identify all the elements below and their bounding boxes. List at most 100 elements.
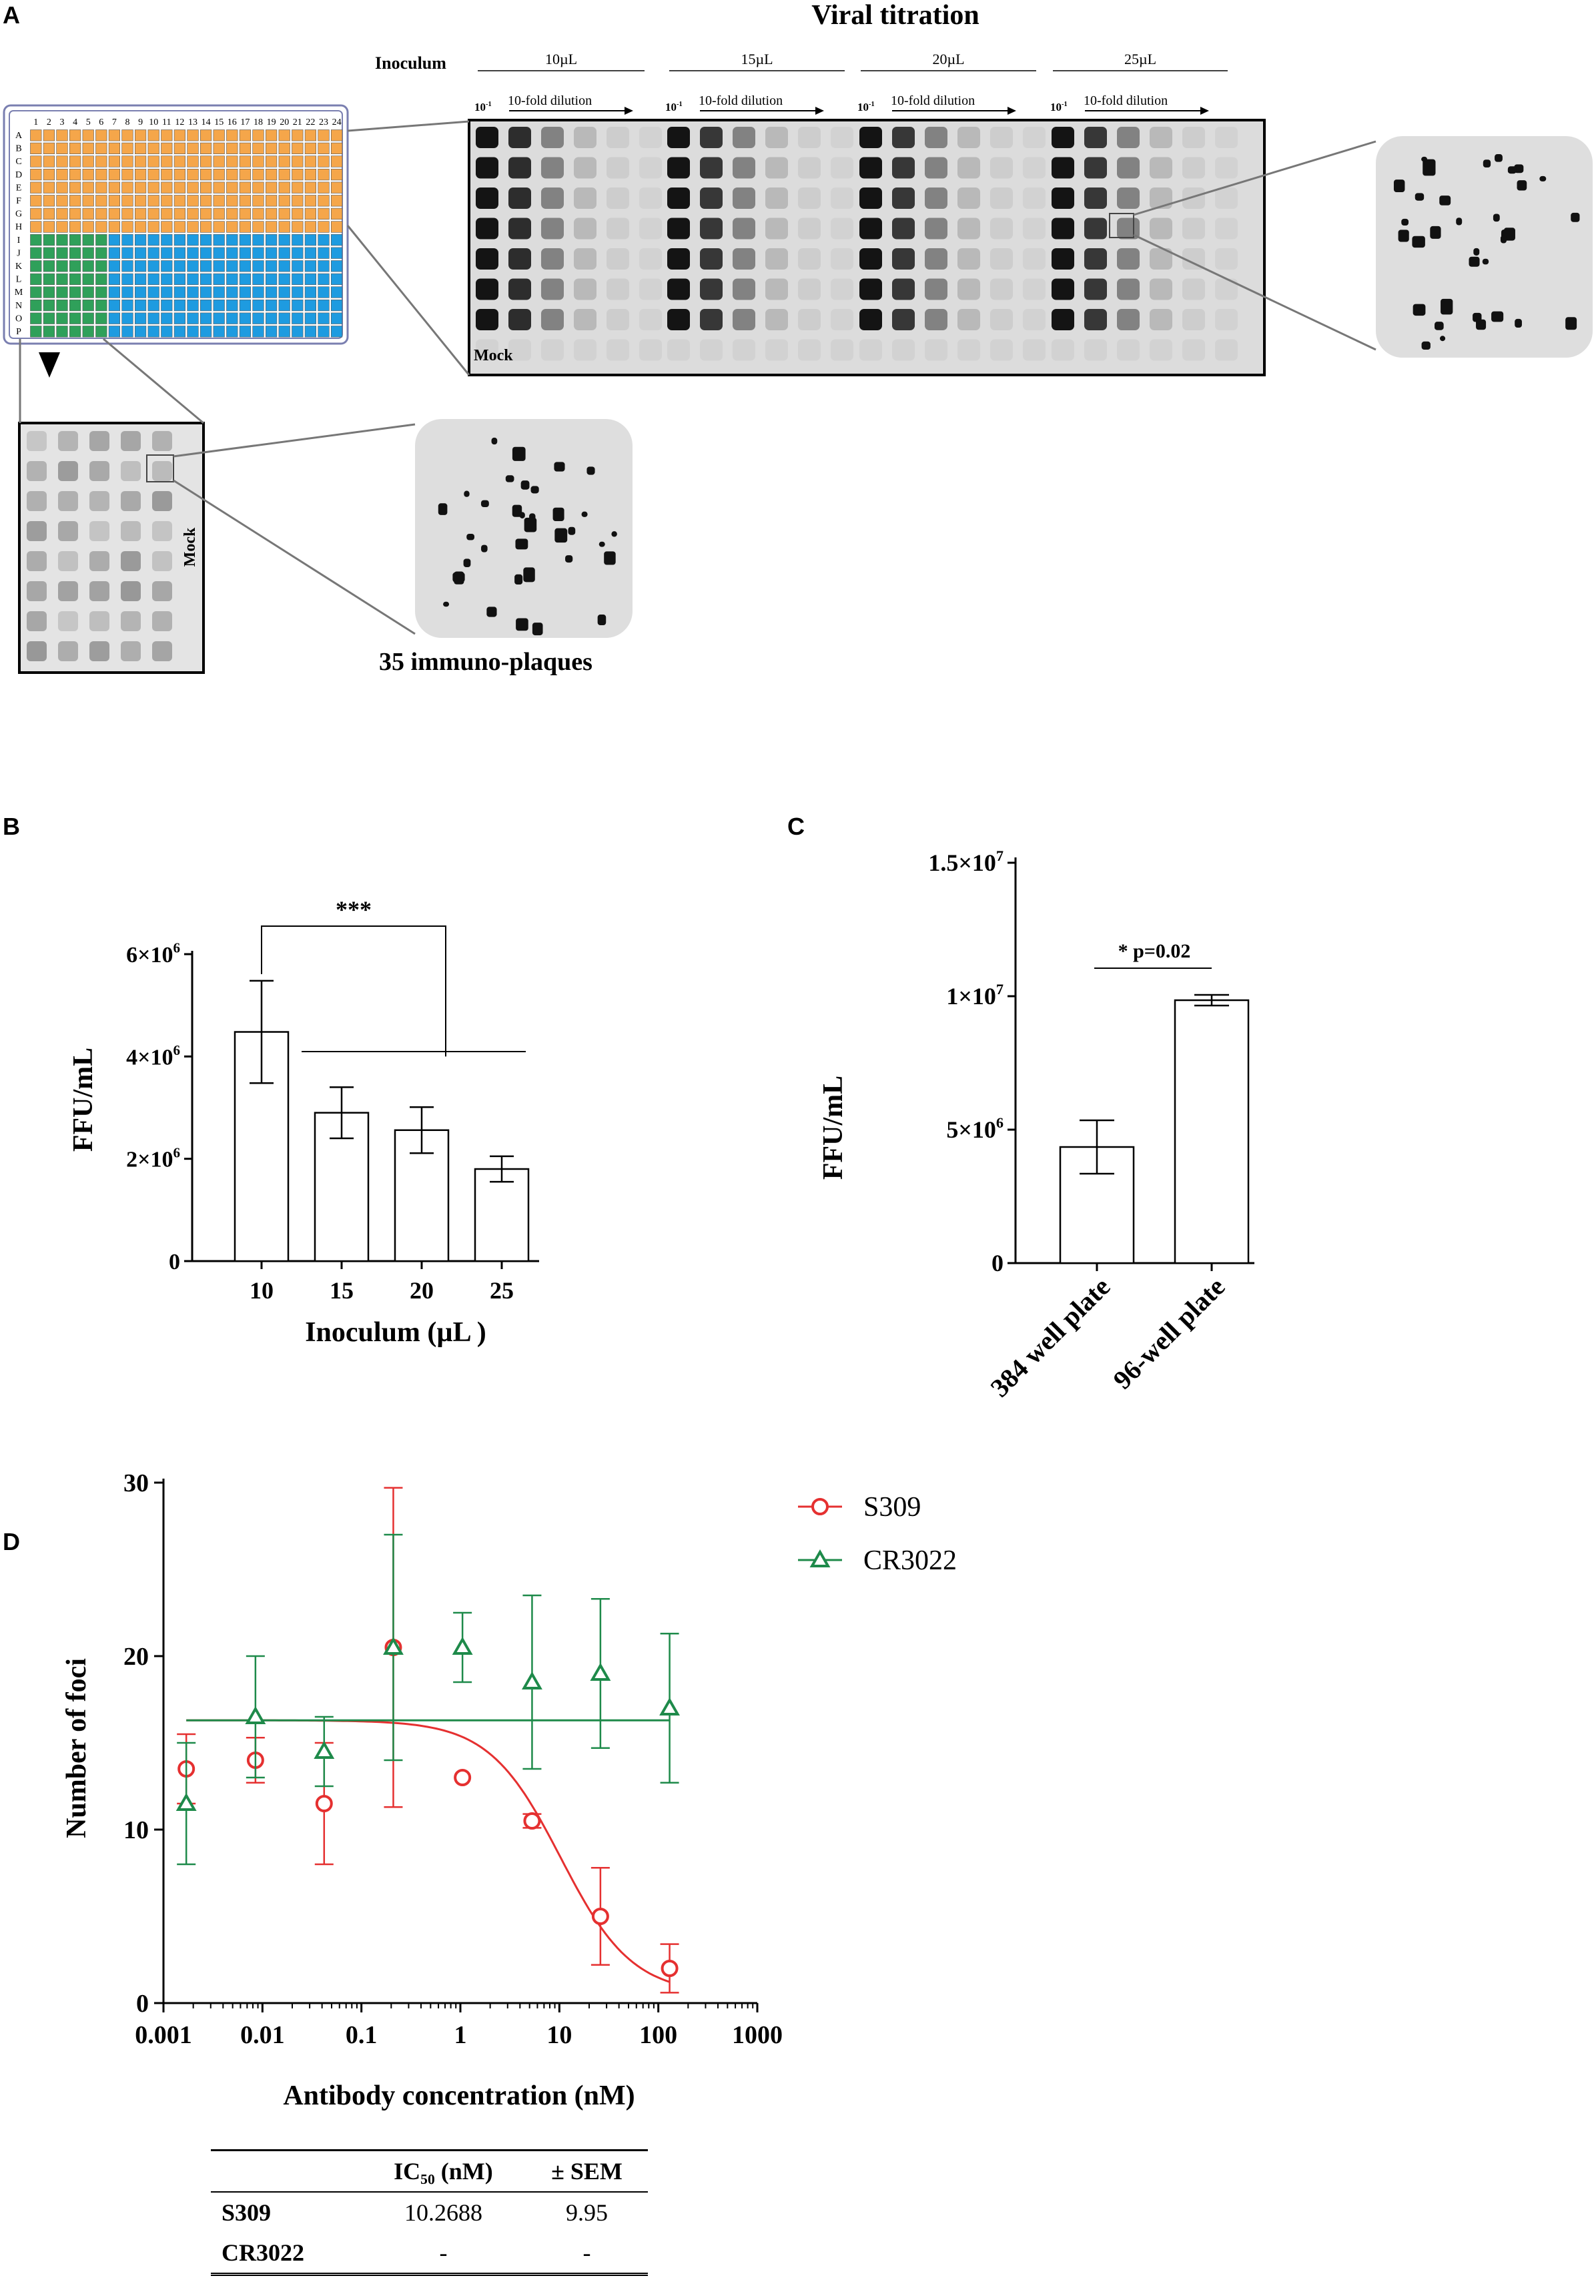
plate-well [330,142,343,155]
plate-well [95,169,107,181]
row-sem: - [582,2239,591,2266]
dilution-headers: 10-1 10-fold dilution 10-1 10-fold dilution… [474,93,1209,115]
plate-well [135,286,147,298]
dilution-start-label: 10-1 [857,101,875,113]
plate-well [252,247,264,259]
plate-well [82,208,94,220]
plate-column-label: 13 [188,117,197,127]
plate-column-label: 11 [162,117,171,127]
plaque-dot [565,555,573,563]
titration-well [574,187,596,209]
titration-well [639,187,662,209]
titration-well [1215,127,1238,148]
plate-well [161,208,173,220]
plate-row-label: M [15,288,23,298]
plate-well [108,326,121,338]
titration-well [667,248,690,270]
plate-well [108,312,121,324]
plate-well [252,169,264,181]
plate-well [213,312,225,324]
plate-96-well [27,431,47,451]
plate-96-well [27,611,47,631]
d-ylabel: Number of foci [61,1658,92,1838]
plate-well [43,247,55,259]
plate-well [135,326,147,338]
plate-well [121,260,133,272]
titration-well [476,187,498,209]
plate-column-label: 7 [112,117,117,127]
titration-well [1084,248,1107,270]
plate-well [292,312,304,324]
titration-well [541,157,564,179]
titration-well [957,278,980,300]
ic50-header-ic50: IC₅₀ (nM) [394,2158,493,2185]
plate-well [200,208,212,220]
plate-well [304,312,317,324]
plate-well [56,155,68,167]
plate-well [278,142,290,155]
plate-well [239,260,252,272]
titration-well [607,248,629,270]
plate-well [108,273,121,286]
titration-well [892,187,915,209]
plate-well [213,247,225,259]
plate-96-well [152,521,172,541]
plate-well [30,299,42,312]
plate-96-well [27,551,47,571]
plaque-dot [1430,226,1441,239]
plate-well [30,155,42,167]
plate-well [239,286,252,298]
plate-well [278,221,290,233]
titration-well [639,218,662,240]
plate-well [121,286,133,298]
titration-well [1182,278,1205,300]
plate-well [43,299,55,312]
titration-well [541,339,564,361]
plate-well [56,221,68,233]
plate-well [173,155,186,167]
titration-well [639,278,662,300]
plaque-dot [1515,318,1522,328]
plate-96-well [121,431,141,451]
plate-column-label: 15 [214,117,224,127]
plate-well [95,142,107,155]
plate-well [318,181,330,194]
plate-well [147,260,159,272]
plate-column-label: 20 [280,117,289,127]
plate-well [239,247,252,259]
plate-well [318,208,330,220]
b-x-tick-label: 20 [410,1277,434,1304]
titration-well [925,187,947,209]
plaque-dot [1503,228,1515,241]
plate-well [43,155,55,167]
plate-well [82,181,94,194]
plate-96-well [89,551,109,571]
plate-well [161,195,173,207]
plate-well [292,181,304,194]
plate-96-well [27,581,47,601]
plate-well [43,326,55,338]
plate-96-well [58,431,78,451]
plate-well [56,273,68,286]
plate-well [187,299,199,312]
plate-well [252,299,264,312]
panel-label-c: C [787,813,805,840]
titration-well [798,339,821,361]
plate-well [318,129,330,141]
plate-well [330,181,343,194]
titration-well [925,157,947,179]
plate-well [147,286,159,298]
d-legend: S309 CR3022 [798,1492,957,1576]
plate-well [226,312,238,324]
plaque-dot [1483,159,1491,168]
plate-well [56,286,68,298]
titration-well [892,157,915,179]
plate-96-well [152,611,172,631]
plate-well [213,208,225,220]
plate-well [239,142,252,155]
titration-well [798,157,821,179]
plate-well [318,326,330,338]
plate-well [278,208,290,220]
plate-well [121,312,133,324]
titration-well [892,218,915,240]
